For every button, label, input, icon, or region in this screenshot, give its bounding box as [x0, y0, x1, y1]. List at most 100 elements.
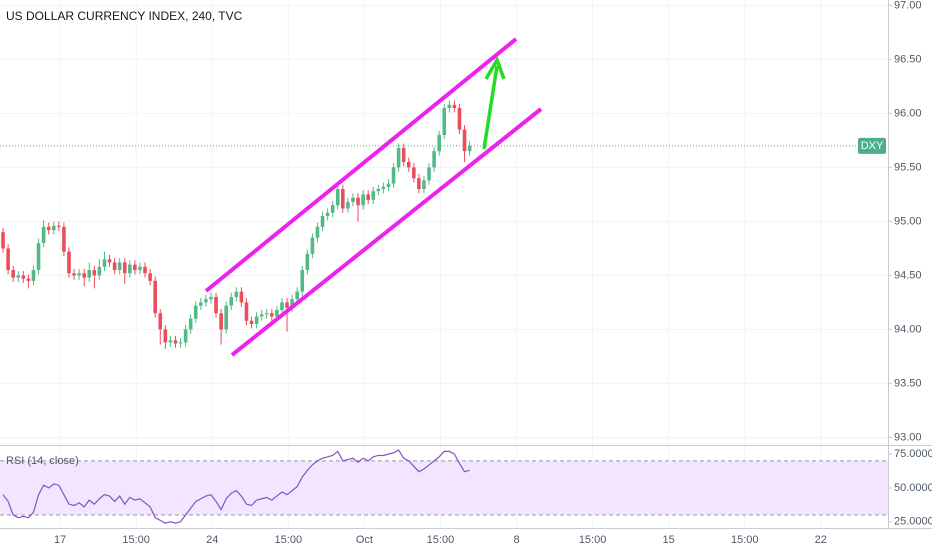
candle-body — [310, 237, 315, 254]
candle-body — [97, 266, 102, 276]
candle-body — [371, 191, 376, 200]
candle-body — [122, 262, 127, 274]
candle-body — [46, 226, 51, 231]
candle-body — [346, 201, 350, 209]
candle-body — [300, 270, 305, 292]
candle-body — [117, 262, 122, 271]
candle-body — [26, 278, 31, 281]
candle-body — [376, 189, 381, 192]
candle-body — [386, 183, 391, 187]
x-tick-label: 24 — [206, 534, 218, 546]
candle-body — [447, 104, 452, 109]
candle-body — [437, 135, 441, 152]
candle-body — [381, 186, 386, 190]
rsi-title: RSI (14, close) — [6, 455, 79, 467]
candle-body — [275, 309, 279, 317]
candle-body — [254, 316, 259, 325]
y-tick-label: 96.50 — [894, 53, 922, 65]
candle-body — [285, 302, 289, 308]
x-tick-label: 15:00 — [731, 534, 759, 546]
x-tick-label: 15:00 — [427, 534, 455, 546]
candle-body — [36, 243, 41, 271]
candles — [1, 100, 472, 349]
candle-body — [295, 291, 299, 300]
candle-body — [173, 340, 178, 344]
candle-body — [62, 226, 66, 252]
y-tick-label: 96.00 — [894, 107, 922, 119]
x-tick-label: 15:00 — [275, 534, 303, 546]
candle-body — [148, 273, 152, 281]
y-tick-label: 94.50 — [894, 269, 922, 281]
candle-body — [401, 147, 406, 163]
x-tick-label: 15:00 — [122, 534, 150, 546]
channel-upper — [204, 37, 518, 293]
candle-body — [442, 108, 447, 136]
candle-body — [320, 216, 325, 227]
candle-body — [366, 194, 370, 200]
y-tick-label: 93.00 — [894, 431, 922, 443]
x-tick-label: 8 — [513, 534, 519, 546]
candle-body — [330, 205, 335, 213]
x-tick-label: 17 — [54, 534, 66, 546]
candle-body — [57, 225, 61, 227]
candle-body — [462, 129, 467, 152]
rsi-line — [2, 449, 470, 524]
candle-body — [315, 226, 320, 238]
candle-body — [82, 273, 86, 278]
candle-body — [467, 145, 472, 152]
candle-body — [51, 225, 56, 231]
candle-body — [21, 275, 26, 279]
candle-body — [264, 313, 269, 315]
candle-body — [143, 266, 147, 274]
candle-body — [244, 302, 249, 321]
x-tick-label: 15:00 — [579, 534, 607, 546]
candle-body — [224, 305, 228, 330]
candle-body — [452, 104, 457, 109]
rsi-band — [0, 460, 888, 515]
candle-body — [341, 189, 345, 209]
candle-body — [41, 226, 46, 244]
rsi-pane — [0, 449, 888, 524]
axes: 17 15:00 24 15:00 Oct 15:00 8 15:00 15 15:00 22 93.… — [54, 0, 932, 546]
candle-body — [72, 273, 76, 276]
candle-body — [417, 178, 421, 190]
candle-body — [290, 299, 294, 308]
candle-body — [361, 194, 365, 206]
candle-body — [229, 297, 234, 306]
candle-body — [102, 259, 107, 267]
candle-body — [412, 167, 416, 179]
price-badge-label: DXY — [861, 140, 884, 152]
candle-body — [406, 162, 411, 168]
candle-body — [6, 248, 10, 271]
candle-body — [16, 275, 21, 278]
y-tick-label: 93.50 — [894, 377, 922, 389]
candle-body — [457, 108, 462, 130]
candle-body — [153, 280, 157, 314]
y-tick-label: 94.00 — [894, 323, 922, 335]
grid — [0, 0, 888, 528]
candle-body — [234, 291, 239, 298]
candle-body — [209, 297, 213, 300]
candle-body — [163, 329, 168, 343]
candle-body — [351, 197, 355, 202]
x-tick-label: 22 — [815, 534, 827, 546]
target-arrow — [482, 55, 506, 150]
candle-body — [1, 232, 5, 249]
candle-body — [77, 273, 81, 276]
candle-body — [178, 342, 183, 344]
rsi-tick-label: 50.0000 — [894, 482, 932, 494]
candle-body — [270, 313, 274, 317]
channel-lower — [230, 107, 543, 357]
candle-body — [391, 167, 396, 184]
price-badge — [858, 137, 886, 154]
candle-body — [107, 259, 112, 263]
candle-body — [188, 318, 193, 330]
candle-body — [138, 266, 142, 271]
candle-body — [193, 305, 198, 319]
candle-body — [396, 147, 401, 168]
candle-body — [432, 151, 436, 168]
candle-body — [305, 253, 310, 271]
x-tick-label: 15 — [663, 534, 675, 546]
x-tick-label: Oct — [356, 534, 373, 546]
